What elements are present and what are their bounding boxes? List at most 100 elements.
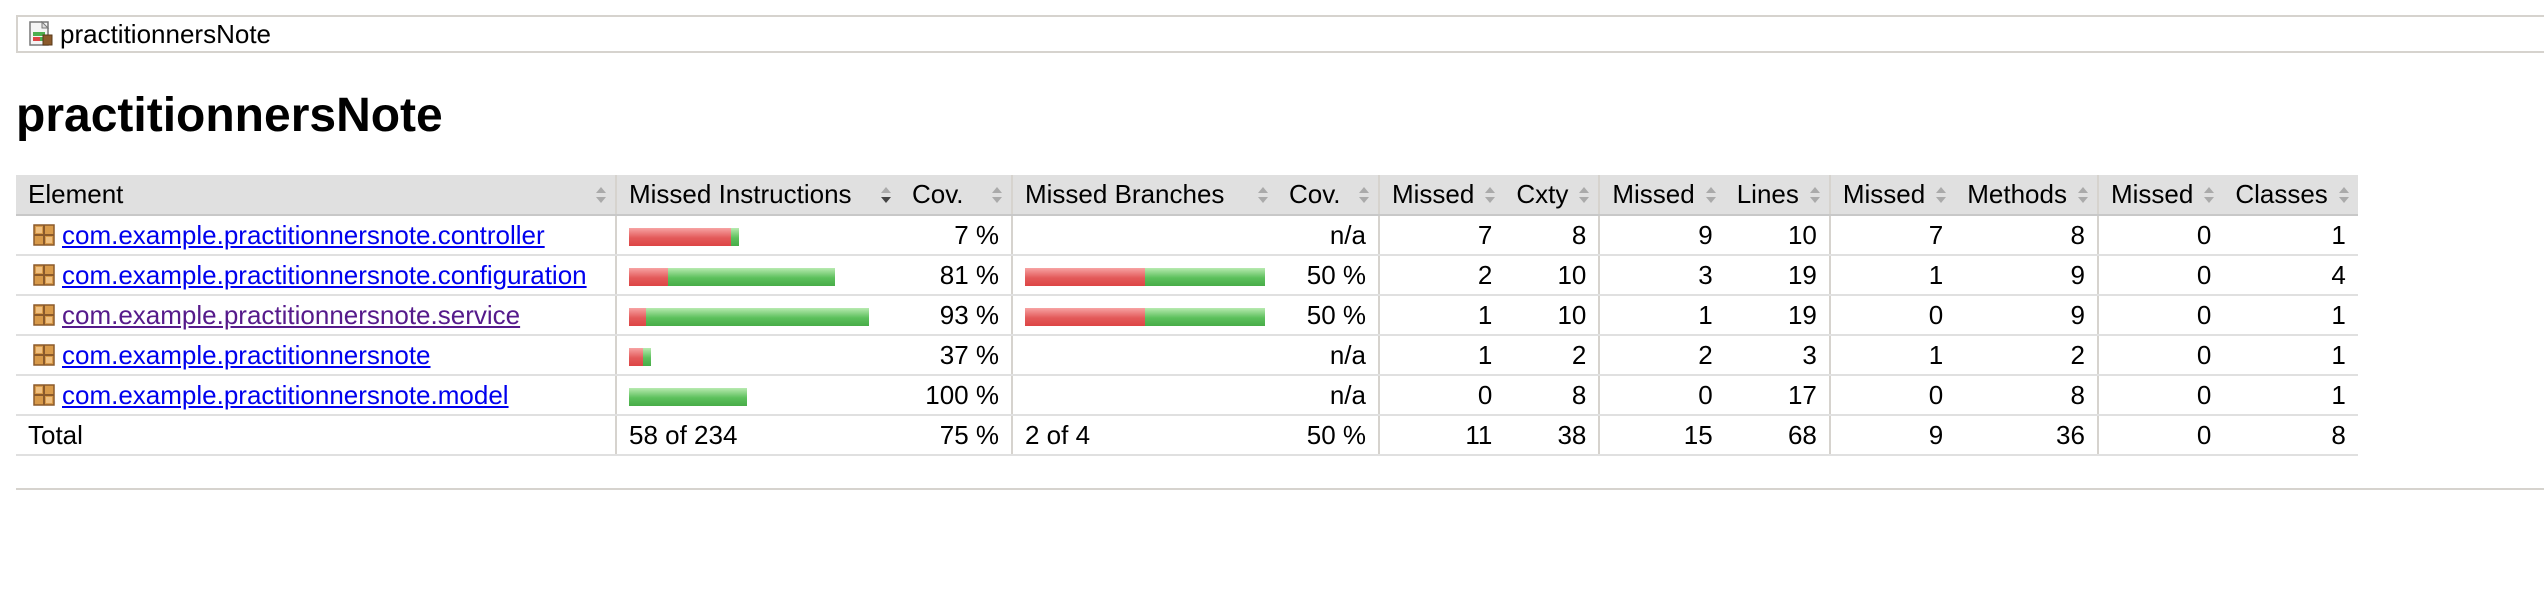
total-missed-methods: 9 [1828,415,1956,456]
footer-divider [16,488,2544,490]
header-cov-instructions[interactable]: Cov. [900,175,1012,216]
sort-icon [1359,186,1369,203]
header-missed-instructions-label: Missed Instructions [629,179,852,209]
instructions-missed-bar [629,307,646,326]
total-missed-branches: 2 of 4 [1011,415,1277,456]
missed-branches-cell [1011,295,1277,336]
package-link[interactable]: com.example.practitionnersnote.model [62,379,509,410]
header-missed-instructions[interactable]: Missed Instructions [615,175,900,216]
missed-instructions-cell [615,215,900,256]
total-missed-lines: 15 [1598,415,1725,456]
missed-methods-cell: 0 [1828,375,1956,416]
missed-instructions-cell [615,335,900,376]
table-row: com.example.practitionnersnote.configura… [16,255,2358,296]
sort-icon [2077,186,2088,203]
missed-classes-cell: 0 [2096,215,2224,256]
sort-icon [1936,186,1947,203]
missed-methods-cell: 0 [1828,295,1956,336]
missed-classes-cell: 0 [2096,295,2224,336]
header-missed-methods[interactable]: Missed [1828,175,1956,216]
cov-instructions-cell: 37 % [900,335,1012,376]
header-classes-label: Classes [2235,179,2328,209]
missed-cxty-cell: 1 [1377,335,1505,376]
instructions-covered-bar [643,347,651,366]
instructions-covered-bar [629,387,747,406]
package-icon [32,383,56,407]
instructions-covered-bar [731,227,739,246]
branches-missed-bar [1025,307,1145,326]
classes-cell: 1 [2223,295,2358,336]
missed-instructions-cell [615,255,900,296]
total-cxty: 38 [1504,415,1600,456]
table-row: com.example.practitionnersnote.controlle… [16,215,2358,256]
header-cxty[interactable]: Cxty [1504,175,1600,216]
package-link[interactable]: com.example.practitionnersnote.controlle… [62,219,545,250]
header-cov-branches-label: Cov. [1289,179,1341,209]
cov-branches-cell: 50 % [1277,255,1379,296]
instructions-covered-bar [646,307,869,326]
package-link[interactable]: com.example.practitionnersnote [62,339,431,370]
header-missed-branches[interactable]: Missed Branches [1011,175,1277,216]
element-cell: com.example.practitionnersnote.model [16,375,616,416]
header-missed-classes[interactable]: Missed [2096,175,2224,216]
header-cov-instructions-label: Cov. [912,179,964,209]
package-icon [32,303,56,327]
header-methods[interactable]: Methods [1955,175,2098,216]
methods-cell: 2 [1955,335,2098,376]
total-missed-instructions: 58 of 234 [615,415,900,456]
classes-cell: 4 [2223,255,2358,296]
header-cxty-label: Cxty [1516,179,1569,209]
methods-cell: 9 [1955,295,2098,336]
header-missed-methods-label: Missed [1842,179,1926,209]
instructions-missed-bar [629,347,643,366]
missed-cxty-cell: 0 [1377,375,1505,416]
header-classes[interactable]: Classes [2223,175,2358,216]
header-missed-lines[interactable]: Missed [1598,175,1725,216]
methods-cell: 8 [1955,375,2098,416]
lines-cell: 19 [1724,295,1830,336]
missed-lines-cell: 1 [1598,295,1725,336]
package-link[interactable]: com.example.practitionnersnote.configura… [62,259,587,290]
branches-covered-bar [1145,307,1265,326]
report-icon [28,20,54,47]
total-lines: 68 [1724,415,1830,456]
cov-branches-cell: 50 % [1277,295,1379,336]
branches-covered-bar [1145,267,1265,286]
coverage-table: Element Missed Instructions Cov. Missed … [16,175,2358,456]
missed-methods-cell: 7 [1828,215,1956,256]
cov-instructions-cell: 100 % [900,375,1012,416]
header-lines[interactable]: Lines [1724,175,1830,216]
header-lines-label: Lines [1736,179,1799,209]
header-cov-branches[interactable]: Cov. [1277,175,1379,216]
sort-icon [1579,186,1590,203]
cov-branches-cell: n/a [1277,375,1379,416]
classes-cell: 1 [2223,215,2358,256]
header-missed-cxty[interactable]: Missed [1377,175,1505,216]
missed-lines-cell: 9 [1598,215,1725,256]
missed-branches-cell [1011,255,1277,296]
cov-instructions-cell: 81 % [900,255,1012,296]
cxty-cell: 8 [1504,375,1600,416]
element-cell: com.example.practitionnersnote.controlle… [16,215,616,256]
header-element[interactable]: Element [16,175,616,216]
package-link[interactable]: com.example.practitionnersnote.service [62,299,521,330]
total-methods: 36 [1955,415,2098,456]
missed-cxty-cell: 1 [1377,295,1505,336]
total-row: Total 58 of 234 75 % 2 of 4 50 % 11 38 1… [16,415,2358,456]
missed-classes-cell: 0 [2096,375,2224,416]
total-label: Total [16,415,616,456]
table-body: com.example.practitionnersnote.controlle… [16,215,2358,416]
missed-classes-cell: 0 [2096,255,2224,296]
package-icon [32,223,56,247]
total-missed-classes: 0 [2096,415,2224,456]
package-icon [32,343,56,367]
header-missed-lines-label: Missed [1612,179,1695,209]
missed-methods-cell: 1 [1828,335,1956,376]
sort-icon [992,186,1002,203]
lines-cell: 17 [1724,375,1830,416]
cxty-cell: 2 [1504,335,1600,376]
element-cell: com.example.practitionnersnote.service [16,295,616,336]
header-missed-cxty-label: Missed [1392,179,1475,209]
total-missed-cxty: 11 [1377,415,1505,456]
sort-descending-icon [881,186,891,203]
